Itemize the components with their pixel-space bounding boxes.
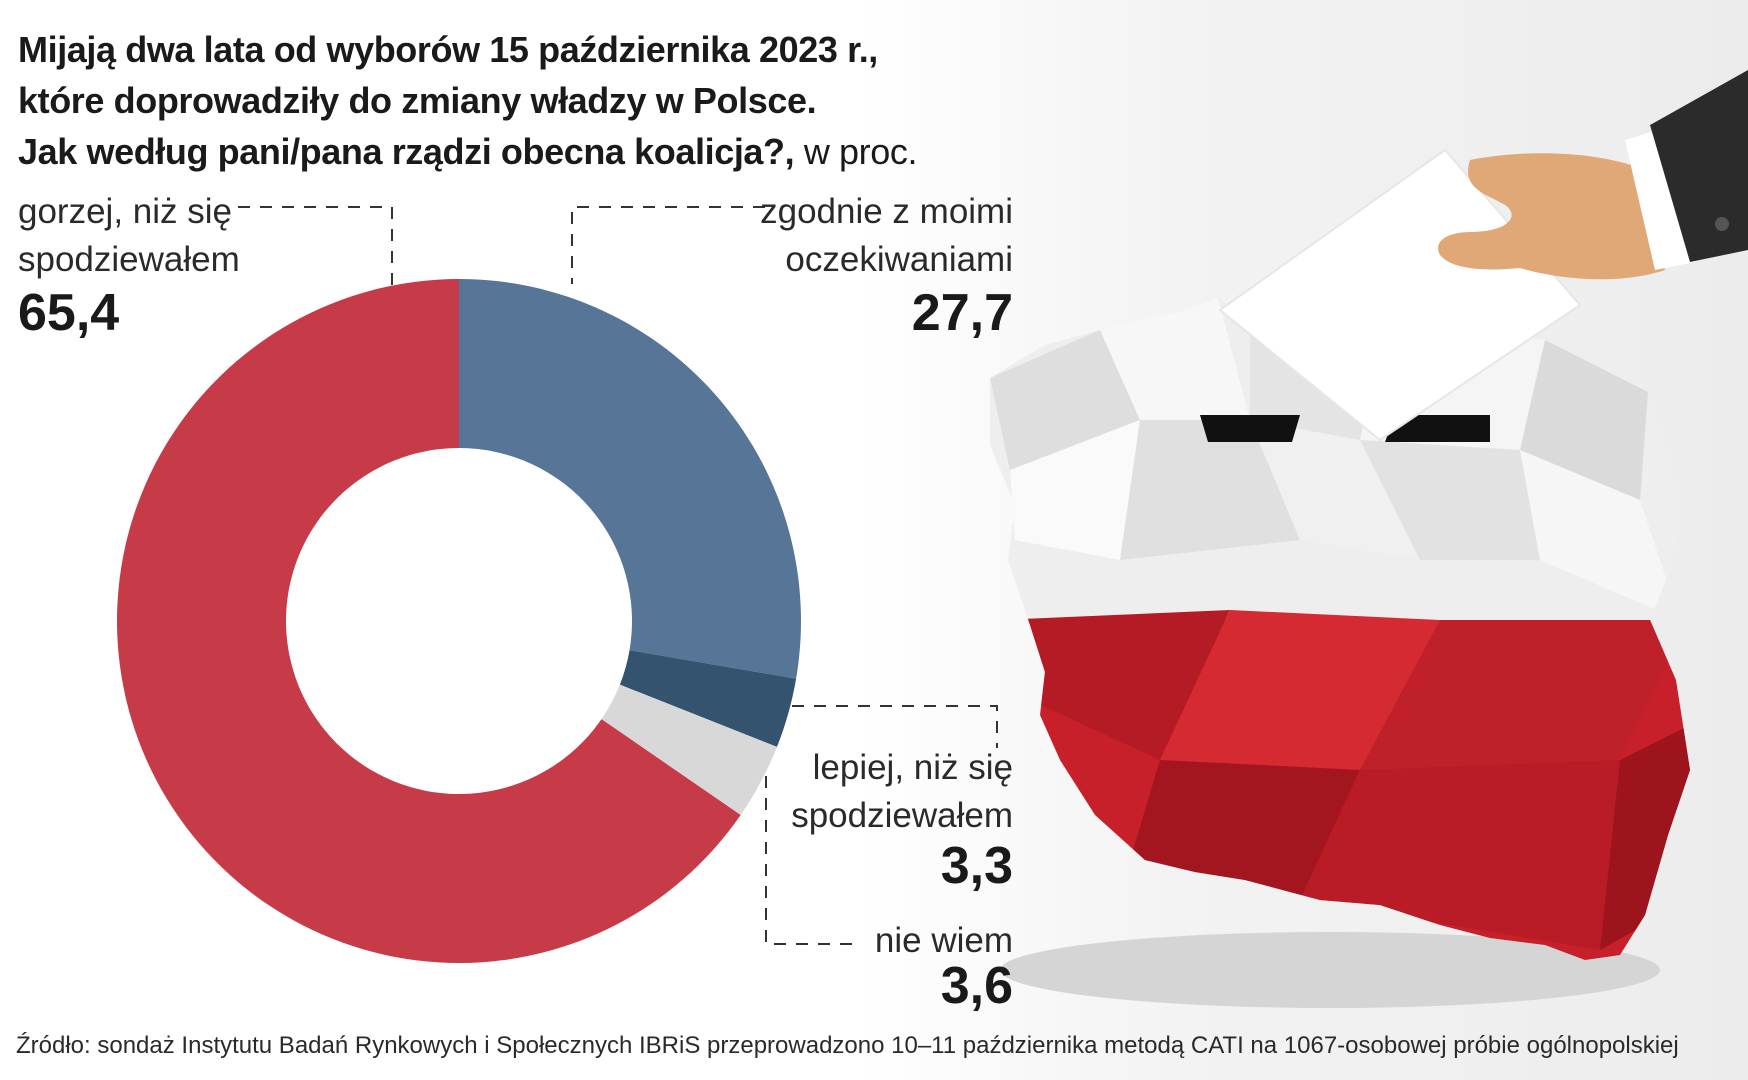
- value-gorzej: 65,4: [18, 284, 120, 342]
- source-note: Źródło: sondaż Instytutu Badań Rynkowych…: [16, 1032, 1679, 1059]
- label-zgodnie-line2: oczekiwaniami: [785, 240, 1013, 279]
- title-line-3: Jak według pani/pana rządzi obecna koali…: [18, 126, 1018, 177]
- title-unit: w proc.: [803, 131, 918, 172]
- label-lepiej: lepiej, niż się spodziewałem: [700, 744, 1013, 840]
- leader-line-zgodnie: [571, 206, 765, 284]
- hand: [1438, 153, 1665, 280]
- donut-slice-0: [459, 279, 801, 679]
- title-line-2: które doprowadziły do zmiany władzy w Po…: [18, 80, 817, 121]
- ballot-slot-right: [1385, 415, 1490, 442]
- shirt-cuff: [1625, 128, 1695, 270]
- value-nie-wiem: 3,6: [940, 957, 1013, 1015]
- leader-line-gorzej: [238, 206, 393, 288]
- box-shadow: [1000, 932, 1660, 1008]
- leader-line-lepiej: [792, 705, 998, 748]
- donut-slices: [116, 279, 801, 963]
- label-zgodnie-line1: zgodnie z moimi: [760, 192, 1013, 231]
- value-zgodnie: 27,7: [911, 284, 1013, 342]
- leader-lines: [238, 206, 998, 945]
- ballot-paper: [1218, 148, 1582, 442]
- label-zgodnie: zgodnie z moimi oczekiwaniami: [660, 188, 1013, 284]
- label-gorzej: gorzej, niż się spodziewałem: [18, 188, 338, 284]
- label-gorzej-line2: spodziewałem: [18, 240, 240, 279]
- label-nie-wiem: nie wiem: [874, 921, 1013, 960]
- value-lepiej: 3,3: [940, 837, 1013, 895]
- sleeve-button: [1715, 217, 1729, 231]
- donut-slice-1: [619, 650, 797, 747]
- donut-slice-2: [601, 684, 777, 816]
- suit-sleeve: [1650, 70, 1748, 262]
- label-lepiej-line2: spodziewałem: [791, 796, 1013, 835]
- title-question: Jak według pani/pana rządzi obecna koali…: [18, 131, 795, 172]
- label-gorzej-line1: gorzej, niż się: [18, 192, 232, 231]
- leader-line-nie-wiem: [765, 776, 862, 945]
- label-lepiej-line1: lepiej, niż się: [812, 748, 1013, 787]
- ballot-slot-left: [1200, 415, 1300, 442]
- chart-title: Mijają dwa lata od wyborów 15 październi…: [18, 24, 1018, 177]
- title-line-1: Mijają dwa lata od wyborów 15 październi…: [18, 29, 878, 70]
- donut-slice-3: [116, 279, 741, 963]
